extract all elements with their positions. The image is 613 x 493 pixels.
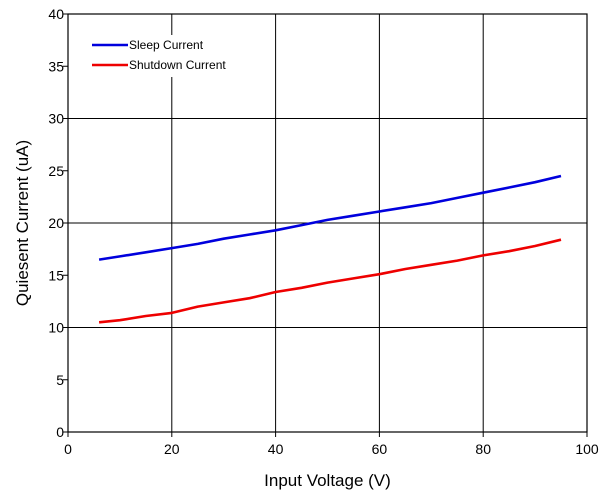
y-tick-label: 15 <box>48 267 64 283</box>
legend: Sleep Current Shutdown Current <box>88 35 256 77</box>
legend-background <box>88 35 256 77</box>
x-tick-label: 0 <box>64 441 72 457</box>
x-tick-label: 60 <box>372 441 388 457</box>
legend-label-sleep-current: Sleep Current <box>129 38 204 52</box>
y-tick-label: 5 <box>56 372 64 388</box>
y-tick-label: 0 <box>56 424 64 440</box>
x-tick-label: 40 <box>268 441 284 457</box>
y-tick-label: 25 <box>48 163 64 179</box>
gridlines <box>68 14 587 432</box>
x-tick-label: 80 <box>475 441 491 457</box>
series-lines <box>98 174 562 324</box>
series-line-shutdown-current <box>98 238 562 324</box>
x-axis-title: Input Voltage (V) <box>264 471 391 490</box>
y-axis-title: Quiesent Current (uA) <box>13 140 32 306</box>
y-tick-label: 20 <box>48 215 64 231</box>
series-line-sleep-current <box>98 174 562 261</box>
legend-label-shutdown-current: Shutdown Current <box>129 58 226 72</box>
x-tick-label: 100 <box>575 441 599 457</box>
x-tick-label: 20 <box>164 441 180 457</box>
y-tick-label: 35 <box>48 58 64 74</box>
y-tick-label: 40 <box>48 6 64 22</box>
y-tick-label: 10 <box>48 320 64 336</box>
y-tick-label: 30 <box>48 111 64 127</box>
axis-ticks: 0 20 40 60 80 100 0 5 10 15 20 25 30 35 40 <box>48 6 598 457</box>
